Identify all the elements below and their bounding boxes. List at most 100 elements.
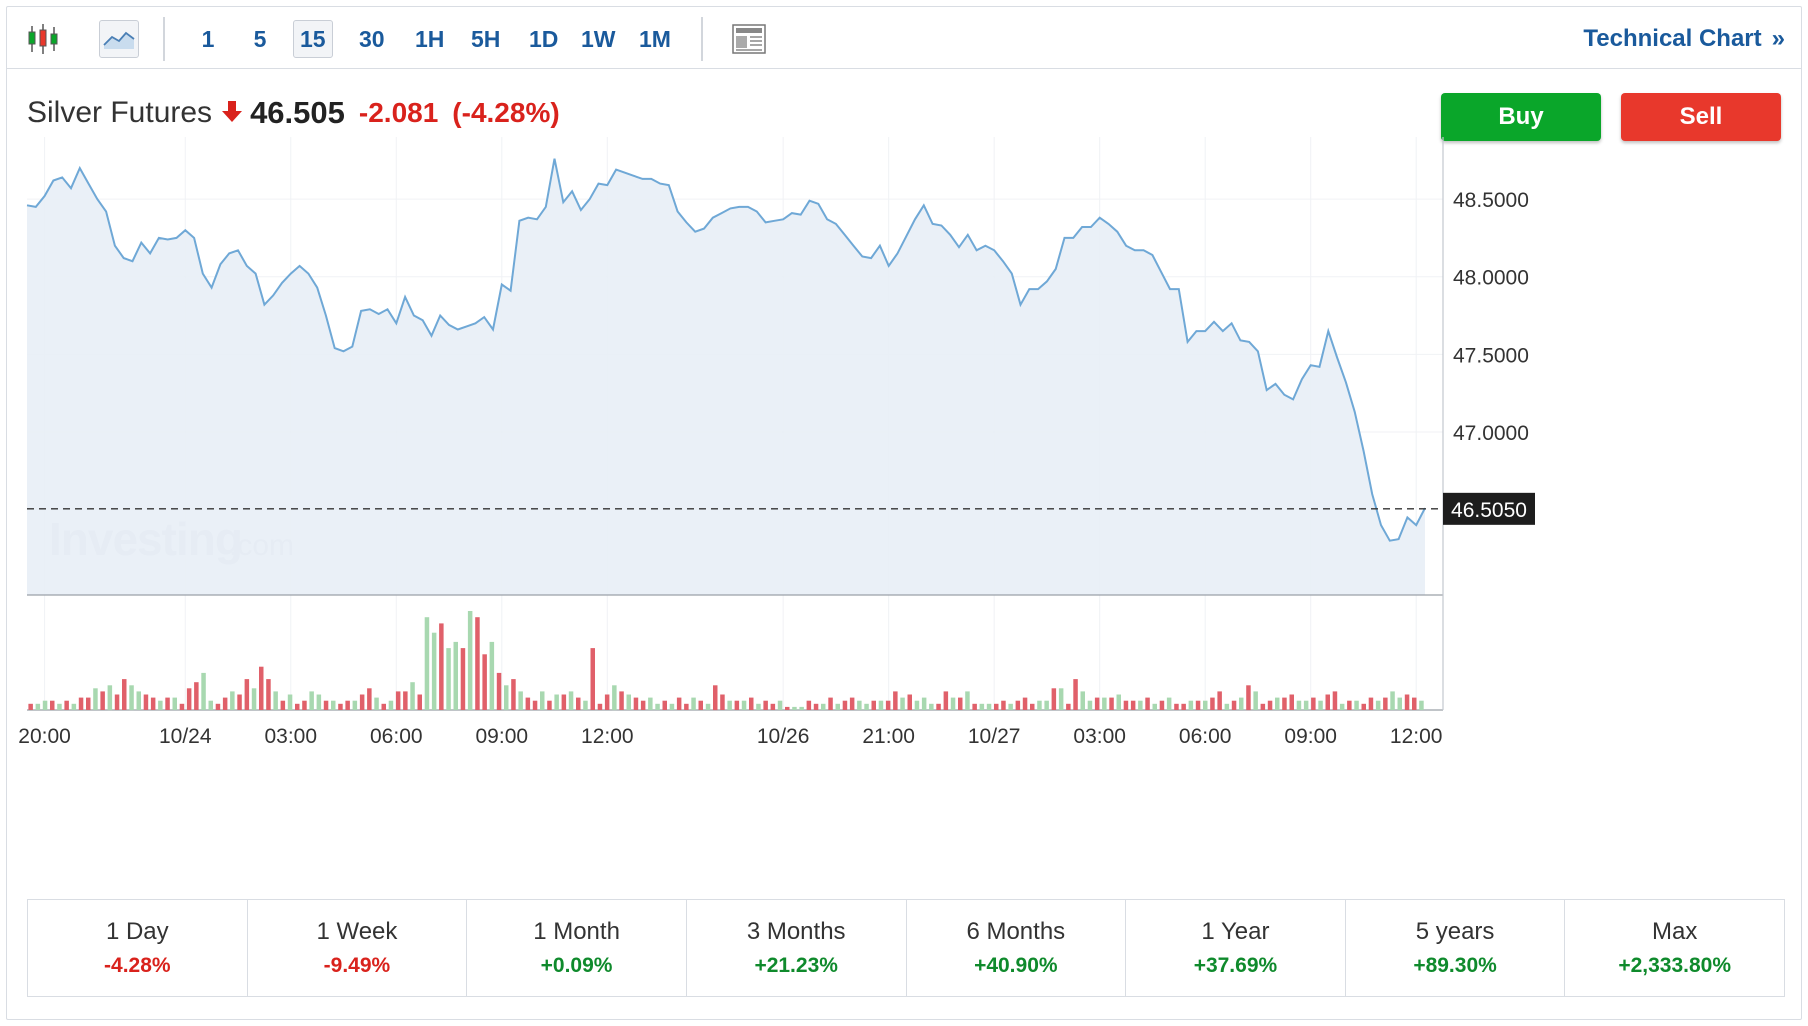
period-label: 1 Month bbox=[533, 918, 620, 945]
timeframe-1[interactable]: 1 bbox=[201, 25, 215, 52]
volume-bar bbox=[965, 691, 970, 710]
x-tick-label: 12:00 bbox=[1390, 725, 1443, 748]
volume-bar bbox=[410, 682, 415, 710]
period-max[interactable]: Max +2,333.80% bbox=[1565, 900, 1784, 996]
timeframe-1m[interactable]: 1M bbox=[639, 25, 671, 52]
y-tick-label: 48.0000 bbox=[1453, 267, 1529, 290]
period-value: +40.90% bbox=[974, 954, 1058, 977]
period-1-day[interactable]: 1 Day -4.28% bbox=[28, 900, 248, 996]
volume-bar bbox=[878, 700, 884, 710]
volume-bar bbox=[143, 694, 149, 710]
last-price: 46.505 bbox=[250, 95, 345, 130]
volume-bar bbox=[1347, 700, 1352, 710]
volume-bar bbox=[482, 654, 487, 710]
timeframe-1d[interactable]: 1D bbox=[529, 25, 559, 52]
volume-bar bbox=[893, 691, 898, 710]
volume-bar bbox=[316, 694, 322, 710]
volume-bar bbox=[1253, 691, 1258, 710]
volume-bar bbox=[309, 691, 314, 710]
volume-bar bbox=[756, 703, 761, 710]
period-value: +89.30% bbox=[1413, 954, 1497, 977]
volume-bar bbox=[1260, 703, 1266, 710]
quote-header: Silver Futures 46.505 -2.081 (-4.28%) bbox=[27, 95, 560, 131]
volume-bar bbox=[1419, 700, 1424, 710]
technical-chart-link[interactable]: Technical Chart » bbox=[1583, 25, 1785, 53]
volume-bar bbox=[640, 700, 646, 710]
period-label: 6 Months bbox=[966, 918, 1066, 945]
volume-bar bbox=[1267, 700, 1273, 710]
volume-bar bbox=[107, 685, 113, 711]
volume-bar bbox=[684, 703, 689, 710]
period-1-month[interactable]: 1 Month +0.09% bbox=[467, 900, 687, 996]
timeframe-1h[interactable]: 1H bbox=[415, 25, 445, 52]
buy-button[interactable]: Buy bbox=[1441, 93, 1601, 141]
period-1-year[interactable]: 1 Year +37.69% bbox=[1126, 900, 1346, 996]
performance-periods: 1 Day -4.28% 1 Week -9.49% 1 Month +0.09… bbox=[27, 899, 1785, 997]
period-3-months[interactable]: 3 Months +21.23% bbox=[687, 900, 907, 996]
line-chart-icon[interactable] bbox=[99, 20, 139, 58]
period-1-week[interactable]: 1 Week -9.49% bbox=[248, 900, 468, 996]
volume-bar bbox=[713, 685, 718, 711]
volume-bar bbox=[367, 688, 372, 710]
volume-bar bbox=[1037, 700, 1042, 710]
period-5-years[interactable]: 5 years +89.30% bbox=[1346, 900, 1566, 996]
timeframe-5h[interactable]: 5H bbox=[471, 25, 501, 52]
instrument-name: Silver Futures bbox=[27, 96, 213, 129]
volume-bar bbox=[122, 679, 127, 710]
volume-bar bbox=[1368, 697, 1374, 710]
timeframe-15[interactable]: 15 bbox=[293, 20, 333, 58]
volume-bar bbox=[1109, 697, 1114, 710]
period-label: 1 Week bbox=[316, 918, 398, 945]
volume-bar bbox=[489, 641, 495, 710]
volume-bar bbox=[1275, 697, 1280, 710]
x-tick-label: 03:00 bbox=[264, 725, 317, 748]
volume-bar bbox=[302, 700, 307, 710]
volume-bar bbox=[1030, 703, 1035, 710]
candlestick-icon[interactable] bbox=[23, 20, 63, 58]
volume-bar bbox=[813, 703, 819, 710]
volume-bar bbox=[100, 691, 105, 710]
y-tick-label: 47.0000 bbox=[1453, 422, 1529, 445]
volume-bar bbox=[186, 688, 192, 710]
period-label: Max bbox=[1652, 918, 1698, 945]
volume-bar bbox=[1188, 700, 1194, 710]
period-value: +2,333.80% bbox=[1618, 954, 1732, 977]
timeframe-1w[interactable]: 1W bbox=[581, 25, 616, 52]
period-label: 1 Year bbox=[1201, 918, 1270, 945]
volume-bar bbox=[1203, 700, 1208, 710]
volume-bar bbox=[1066, 703, 1071, 710]
period-6-months[interactable]: 6 Months +40.90% bbox=[907, 900, 1127, 996]
volume-bar bbox=[496, 672, 502, 710]
news-layout-icon[interactable] bbox=[729, 20, 769, 58]
volume-bar bbox=[1001, 700, 1006, 710]
volume-bar bbox=[1339, 703, 1345, 710]
volume-bar bbox=[359, 694, 365, 710]
sell-button[interactable]: Sell bbox=[1621, 93, 1781, 141]
volume-bar bbox=[604, 694, 610, 710]
toolbar-separator bbox=[163, 17, 165, 61]
volume-bar bbox=[1289, 694, 1294, 710]
volume-bar bbox=[511, 679, 516, 710]
volume-bar bbox=[1152, 703, 1157, 710]
volume-bar bbox=[857, 700, 862, 710]
volume-bar bbox=[403, 691, 408, 710]
volume-bar bbox=[929, 703, 934, 710]
volume-bar bbox=[1181, 703, 1186, 710]
volume-bar bbox=[958, 697, 963, 710]
timeframe-30[interactable]: 30 bbox=[359, 25, 385, 52]
volume-bar bbox=[424, 617, 430, 710]
timeframe-5[interactable]: 5 bbox=[253, 25, 267, 52]
volume-bar bbox=[179, 703, 185, 710]
price-chart[interactable]: Investing.com46.505048.500048.000047.500… bbox=[7, 7, 1803, 887]
volume-bar bbox=[475, 617, 480, 710]
technical-chart-label: Technical Chart bbox=[1583, 25, 1762, 52]
volume-bar bbox=[669, 703, 675, 710]
volume-bar bbox=[1058, 688, 1064, 710]
volume-bar bbox=[1130, 700, 1136, 710]
volume-bar bbox=[280, 700, 286, 710]
volume-bar bbox=[417, 694, 422, 710]
chart-widget: 1 5 15 30 1H 5H 1D 1W 1M Technical Chart… bbox=[6, 6, 1802, 1020]
volume-bar bbox=[662, 700, 667, 710]
volume-bar bbox=[295, 703, 300, 710]
volume-bar bbox=[785, 706, 790, 710]
